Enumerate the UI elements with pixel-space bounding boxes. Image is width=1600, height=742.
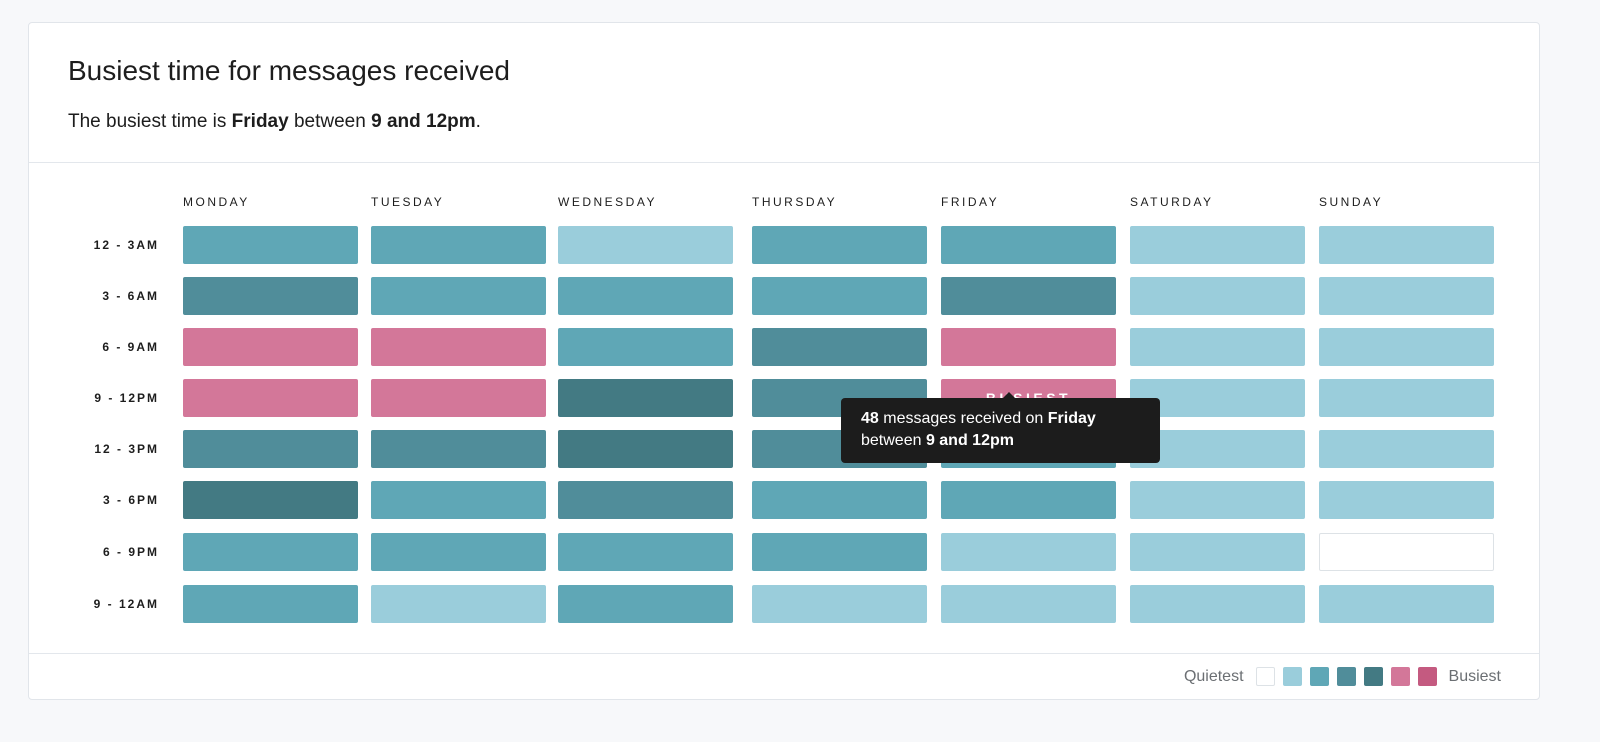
heatmap-cell[interactable] (558, 533, 733, 571)
legend-swatch (1336, 667, 1356, 686)
subtitle-time: 9 and 12pm (371, 111, 476, 132)
heatmap-cell[interactable] (371, 328, 546, 366)
busiest-time-card: Busiest time for messages received The b… (28, 22, 1540, 700)
heatmap-cell[interactable] (752, 533, 927, 571)
day-header: SUNDAY (1319, 195, 1384, 209)
time-slot-label: 3 - 6AM (102, 289, 159, 303)
heatmap-cell[interactable] (1130, 533, 1305, 571)
header-divider (29, 162, 1539, 163)
heatmap-cell[interactable] (1319, 328, 1494, 366)
legend-swatch (1363, 667, 1383, 686)
day-header: SATURDAY (1130, 195, 1214, 209)
tooltip-text: between (861, 432, 926, 449)
heatmap-cell[interactable] (752, 585, 927, 623)
footer-divider (29, 653, 1539, 654)
legend-high-label: Busiest (1448, 667, 1501, 685)
subtitle-text: The busiest time is (68, 111, 232, 132)
heatmap-cell[interactable] (941, 585, 1116, 623)
heatmap-cell[interactable] (941, 533, 1116, 571)
heatmap-cell[interactable] (1319, 379, 1494, 417)
heatmap-cell[interactable] (371, 585, 546, 623)
heatmap-cell[interactable] (183, 585, 358, 623)
time-slot-label: 6 - 9PM (102, 545, 159, 559)
legend-low-label: Quietest (1183, 667, 1244, 685)
heatmap-cell[interactable] (1319, 533, 1494, 571)
cell-tooltip: 48 messages received on Friday between 9… (841, 392, 1160, 463)
heatmap-cell[interactable] (558, 379, 733, 417)
heatmap-cell[interactable] (558, 481, 733, 519)
time-slot-label: 9 - 12PM (94, 391, 159, 405)
time-slot-label: 6 - 9AM (102, 340, 159, 354)
subtitle-text: between (288, 111, 372, 132)
heatmap-cell[interactable] (371, 226, 546, 264)
heatmap-cell[interactable] (1130, 328, 1305, 366)
time-slot-label: 12 - 3AM (93, 238, 159, 252)
heatmap-cell[interactable] (941, 226, 1116, 264)
heatmap-cell[interactable] (1130, 481, 1305, 519)
legend: Quietest Busiest (1184, 667, 1501, 686)
heatmap-cell[interactable] (1319, 481, 1494, 519)
day-header: WEDNESDAY (558, 195, 657, 209)
heatmap-cell[interactable] (183, 379, 358, 417)
heatmap-cell[interactable] (1130, 277, 1305, 315)
legend-swatch (1417, 667, 1437, 686)
heatmap-cell[interactable] (1319, 585, 1494, 623)
day-header: FRIDAY (941, 195, 1000, 209)
heatmap-cell[interactable] (183, 481, 358, 519)
time-slot-label: 12 - 3PM (94, 442, 159, 456)
heatmap-cell[interactable] (941, 328, 1116, 366)
heatmap-cell[interactable] (183, 328, 358, 366)
heatmap-cell[interactable] (371, 481, 546, 519)
heatmap-cell[interactable] (1130, 585, 1305, 623)
card-title: Busiest time for messages received (68, 55, 510, 86)
heatmap-cell[interactable] (941, 277, 1116, 315)
heatmap-cell[interactable] (1319, 430, 1494, 468)
time-slot-label: 9 - 12AM (93, 597, 159, 611)
heatmap-cell[interactable] (558, 226, 733, 264)
heatmap-cell[interactable] (752, 328, 927, 366)
heatmap-cell[interactable] (752, 481, 927, 519)
heatmap-cell[interactable] (558, 328, 733, 366)
heatmap-cell[interactable] (558, 430, 733, 468)
tooltip-time: 9 and 12pm (925, 432, 1014, 449)
tooltip-day: Friday (1047, 410, 1096, 427)
heatmap-cell[interactable] (752, 277, 927, 315)
heatmap-cell[interactable] (941, 481, 1116, 519)
legend-swatch (1390, 667, 1410, 686)
heatmap-cell[interactable] (371, 379, 546, 417)
heatmap-cell[interactable] (558, 585, 733, 623)
subtitle-day: Friday (231, 111, 289, 132)
day-header: TUESDAY (371, 195, 445, 209)
legend-swatch (1309, 667, 1329, 686)
heatmap-cell[interactable] (558, 277, 733, 315)
heatmap-cell[interactable] (183, 430, 358, 468)
card-subtitle: The busiest time is Friday between 9 and… (68, 111, 481, 133)
heatmap-cell[interactable] (371, 533, 546, 571)
heatmap-cell[interactable] (183, 226, 358, 264)
subtitle-text: . (475, 111, 481, 132)
tooltip-text: messages received on (878, 410, 1048, 427)
heatmap-cell[interactable] (1319, 277, 1494, 315)
heatmap-cell[interactable] (183, 277, 358, 315)
legend-swatches (1255, 667, 1445, 686)
day-header: THURSDAY (752, 195, 838, 209)
heatmap-cell[interactable] (1130, 226, 1305, 264)
heatmap-cell[interactable] (752, 226, 927, 264)
heatmap-cell[interactable] (371, 430, 546, 468)
heatmap-cell[interactable] (371, 277, 546, 315)
time-slot-label: 3 - 6PM (102, 493, 159, 507)
heatmap-cell[interactable] (183, 533, 358, 571)
heatmap-cell[interactable] (1319, 226, 1494, 264)
tooltip-count: 48 (861, 410, 879, 427)
day-header: MONDAY (183, 195, 250, 209)
legend-swatch (1255, 667, 1275, 686)
legend-swatch (1282, 667, 1302, 686)
